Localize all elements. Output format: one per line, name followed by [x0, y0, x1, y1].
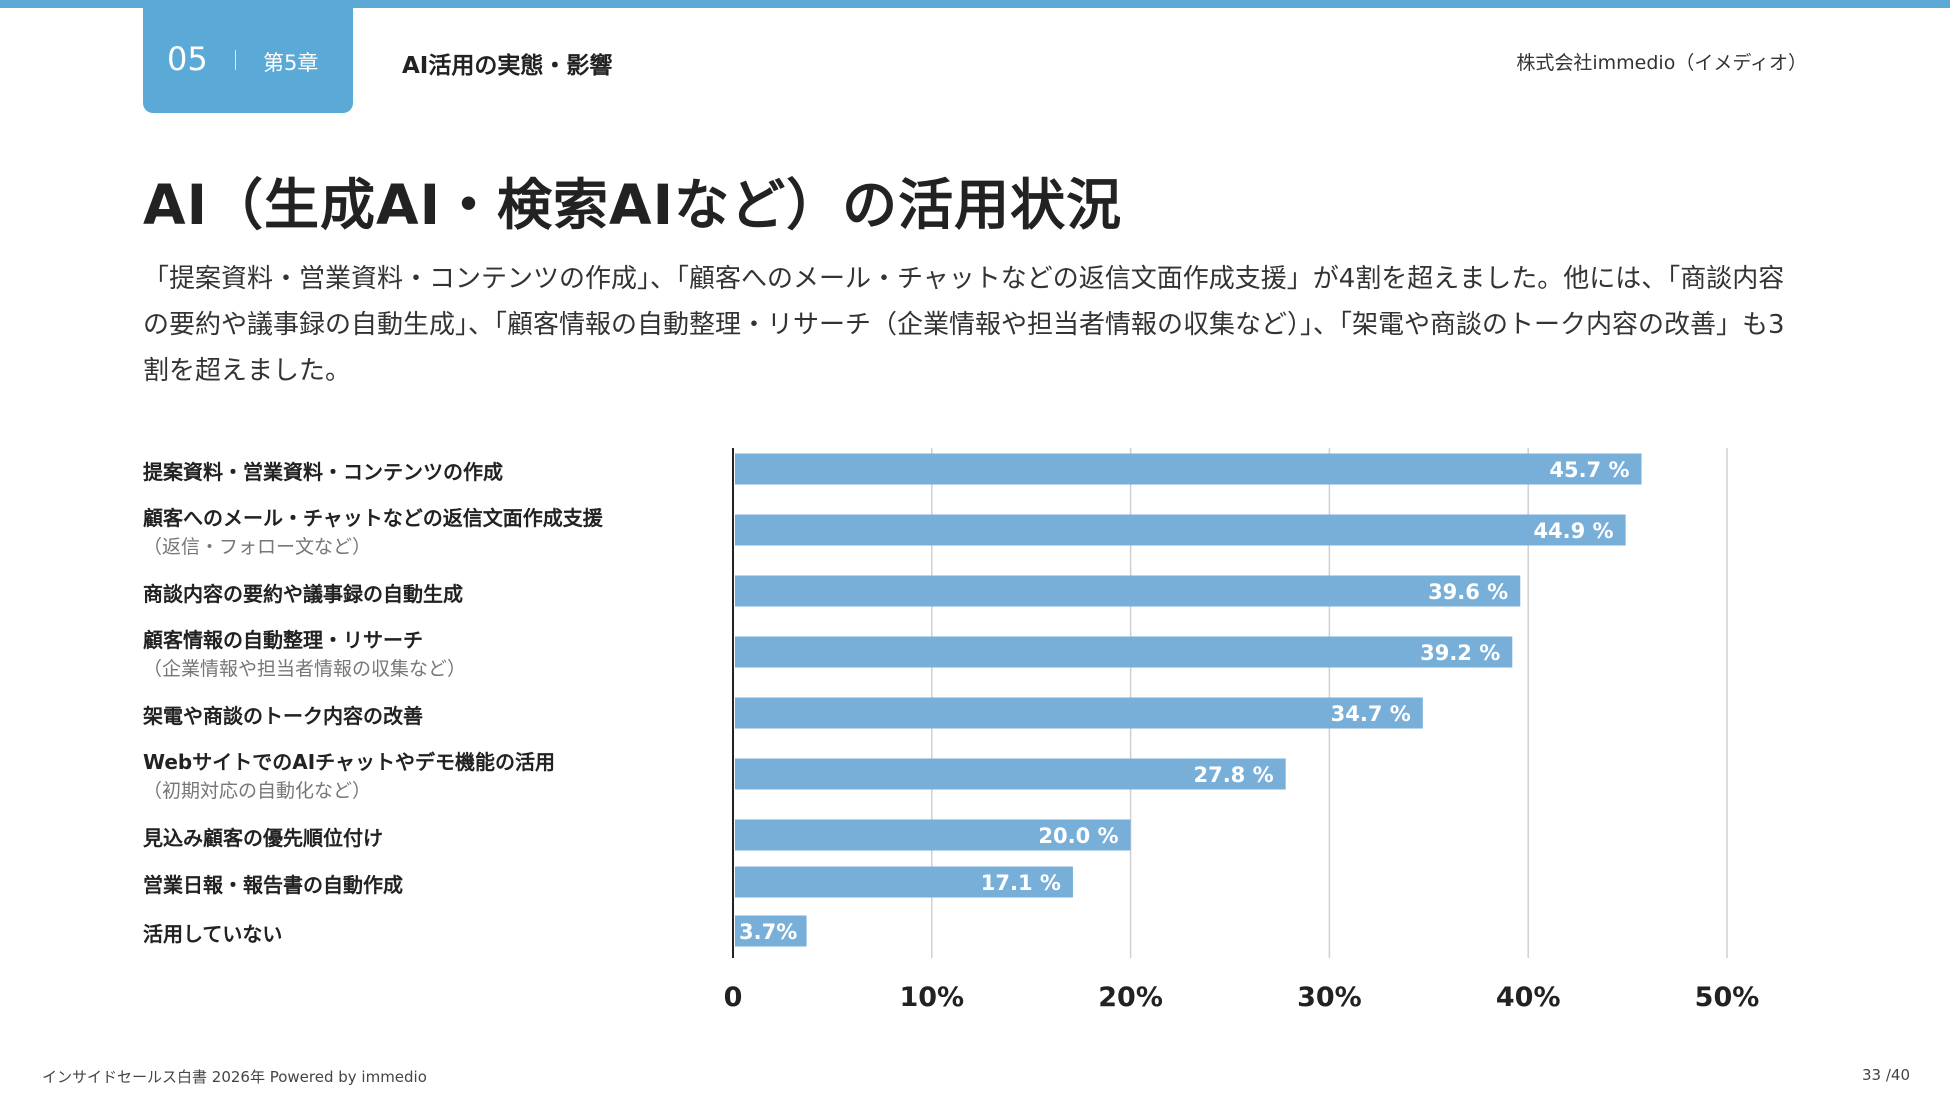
page-number: 33 /40	[1862, 1066, 1910, 1084]
category-sublabel: （返信・フォロー文など）	[143, 536, 372, 558]
page-title: AI（生成AI・検索AIなど）の活用状況	[143, 173, 1123, 237]
category-label: 見込み顧客の優先順位付け	[143, 826, 383, 850]
category-label: WebサイトでのAIチャットやデモ機能の活用	[143, 750, 555, 774]
category-label: 顧客情報の自動整理・リサーチ	[143, 628, 423, 652]
bar-value-label: 45.7 %	[1549, 458, 1629, 482]
chapter-tab: 05 第5章	[143, 0, 353, 113]
category-label: 商談内容の要約や議事録の自動生成	[143, 582, 463, 606]
category-label: 営業日報・報告書の自動作成	[143, 873, 403, 897]
bar-value-label: 3.7%	[739, 920, 797, 944]
category-label: 架電や商談のトーク内容の改善	[143, 704, 423, 728]
bar-value-label: 20.0 %	[1038, 824, 1118, 848]
bar	[735, 697, 1423, 729]
x-tick-label: 20%	[1098, 982, 1163, 1013]
bar-value-label: 34.7 %	[1331, 702, 1411, 726]
bar	[735, 915, 807, 947]
bar	[735, 819, 1131, 851]
x-tick-label: 30%	[1297, 982, 1362, 1013]
bar	[735, 514, 1626, 546]
bar	[735, 758, 1286, 790]
section-title: AI活用の実態・影響	[402, 53, 613, 79]
bar	[735, 575, 1521, 607]
bar	[735, 636, 1513, 668]
top-accent-bar	[0, 0, 1950, 8]
category-label: 提案資料・営業資料・コンテンツの作成	[143, 460, 503, 484]
bar	[735, 866, 1073, 898]
bar	[735, 453, 1642, 485]
bar-value-label: 44.9 %	[1533, 519, 1613, 543]
company-name: 株式会社immedio（イメディオ）	[1516, 52, 1807, 74]
bar-value-label: 27.8 %	[1193, 763, 1273, 787]
category-sublabel: （初期対応の自動化など）	[143, 780, 372, 802]
chapter-divider	[235, 50, 236, 70]
chapter-label: 第5章	[263, 51, 319, 75]
x-tick-label: 40%	[1496, 982, 1561, 1013]
footer-source: インサイドセールス白書 2026年 Powered by immedio	[42, 1068, 427, 1086]
bar-value-label: 39.6 %	[1428, 580, 1508, 604]
bar-value-label: 39.2 %	[1420, 641, 1500, 665]
x-tick-label: 50%	[1695, 982, 1760, 1013]
category-label: 顧客へのメール・チャットなどの返信文面作成支援	[143, 506, 603, 530]
x-tick-label: 10%	[899, 982, 964, 1013]
description: 「提案資料・営業資料・コンテンツの作成」、「顧客へのメール・チャットなどの返信文…	[143, 264, 1785, 386]
category-sublabel: （企業情報や担当者情報の収集など）	[143, 658, 467, 680]
x-tick-label: 0	[724, 982, 743, 1013]
category-label: 活用していない	[143, 922, 283, 946]
chapter-number: 05	[167, 40, 208, 78]
bar-value-label: 17.1 %	[981, 871, 1061, 895]
